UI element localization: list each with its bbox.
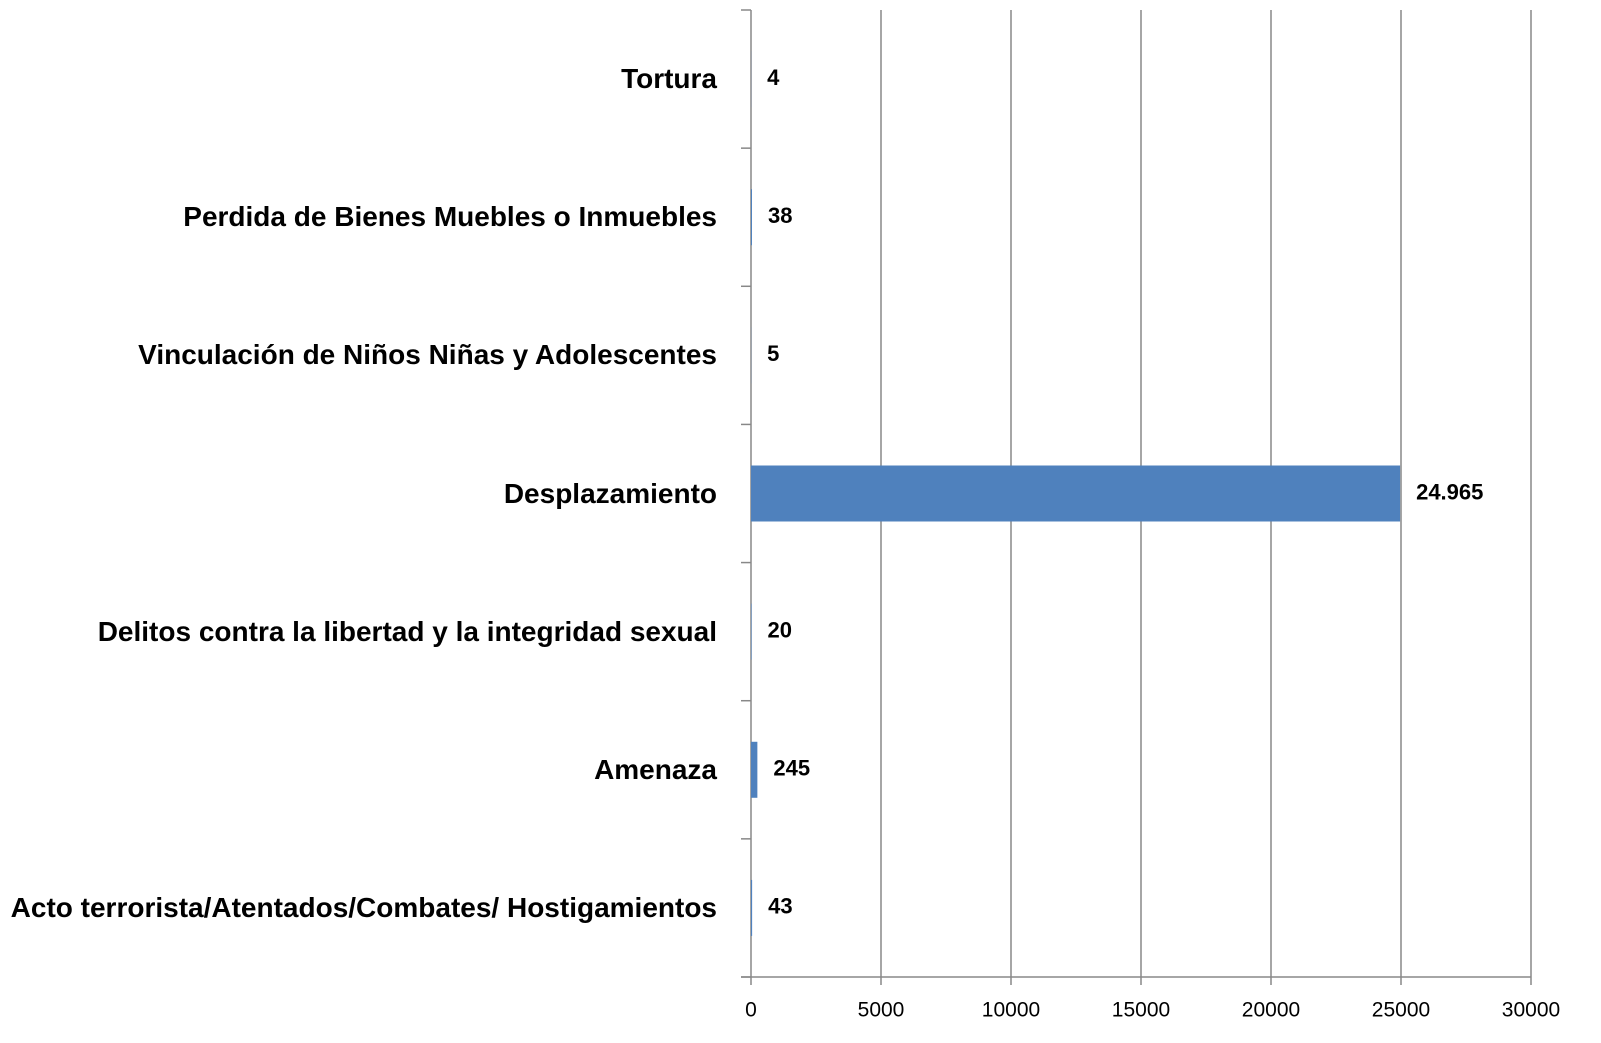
- value-label: 43: [768, 894, 792, 919]
- y-tick-label: Vinculación de Niños Niñas y Adolescente…: [138, 339, 717, 371]
- x-tick-label: 30000: [1502, 999, 1560, 1022]
- bar: [751, 465, 1401, 522]
- value-label: 4: [767, 65, 780, 90]
- y-tick-label: Tortura: [621, 63, 717, 95]
- x-tick-label: 10000: [982, 999, 1040, 1022]
- bar: [751, 879, 753, 936]
- bar: [751, 189, 752, 246]
- y-tick-label: Delitos contra la libertad y la integrid…: [97, 615, 717, 647]
- x-tick-label: 15000: [1112, 999, 1170, 1022]
- value-label: 38: [768, 203, 792, 228]
- y-tick-label: Desplazamiento: [503, 477, 717, 509]
- value-label: 20: [768, 617, 792, 642]
- bar: [751, 603, 752, 660]
- y-tick-label: Perdida de Bienes Muebles o Inmuebles: [183, 201, 717, 233]
- value-label: 5: [767, 341, 779, 366]
- y-tick-label: Acto terrorista/Atentados/Combates/ Host…: [10, 891, 717, 923]
- x-tick-label: 5000: [858, 999, 905, 1022]
- x-tick-label: 0: [745, 999, 757, 1022]
- y-tick-label: Amenaza: [594, 753, 717, 785]
- value-label: 24.965: [1416, 479, 1483, 504]
- x-tick-label: 20000: [1242, 999, 1300, 1022]
- x-tick-label: 25000: [1372, 999, 1430, 1022]
- bar: [751, 741, 758, 798]
- value-label: 245: [773, 756, 810, 781]
